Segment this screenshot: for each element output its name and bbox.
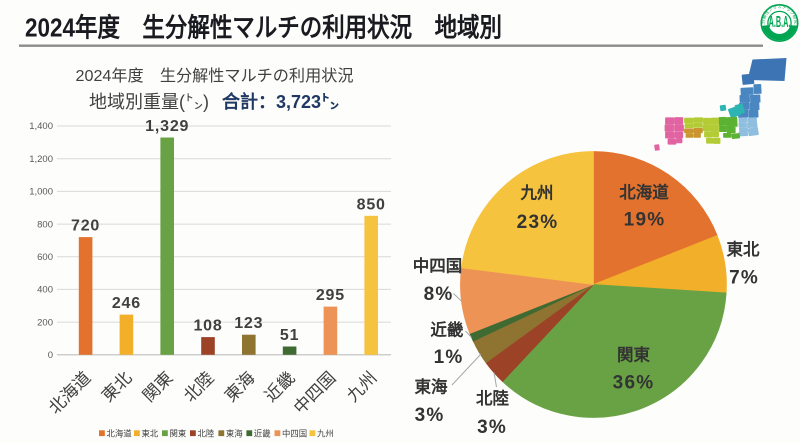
svg-text:108: 108 — [193, 318, 222, 335]
svg-text:800: 800 — [37, 219, 53, 230]
svg-text:850: 850 — [357, 196, 386, 213]
svg-text:関東: 関東 — [139, 368, 176, 405]
svg-text:東北: 東北 — [727, 239, 761, 259]
svg-text:九州: 九州 — [343, 368, 380, 405]
svg-text:近畿: 近畿 — [254, 429, 271, 439]
svg-text:295: 295 — [316, 287, 345, 304]
svg-text:400: 400 — [37, 285, 53, 296]
svg-text:1%: 1% — [434, 347, 464, 368]
svg-text:720: 720 — [71, 218, 100, 235]
svg-text:0: 0 — [48, 350, 53, 361]
svg-text:600: 600 — [37, 252, 53, 263]
svg-text:北海道: 北海道 — [107, 429, 133, 439]
svg-text:関東: 関東 — [617, 345, 651, 365]
svg-text:中四国: 中四国 — [290, 368, 339, 417]
svg-text:東北: 東北 — [98, 368, 135, 405]
svg-text:2024年度 生分解性マルチの利用状況: 2024年度 生分解性マルチの利用状況 — [76, 67, 354, 85]
svg-text:1,329: 1,329 — [145, 118, 189, 135]
svg-text:中四国: 中四国 — [413, 256, 463, 276]
svg-text:九州: 九州 — [520, 184, 554, 203]
svg-text:A.B.A.: A.B.A. — [769, 13, 791, 31]
svg-text:東海: 東海 — [221, 368, 258, 405]
svg-text:2024年度 生分解性マルチの利用状況 地域別: 2024年度 生分解性マルチの利用状況 地域別 — [25, 13, 502, 43]
svg-text:北海道: 北海道 — [45, 368, 94, 417]
svg-text:合計：3,723㌧: 合計：3,723㌧ — [222, 91, 339, 112]
svg-text:東海: 東海 — [226, 429, 243, 439]
svg-text:19%: 19% — [624, 210, 666, 231]
svg-text:東北: 東北 — [142, 429, 159, 439]
svg-text:123: 123 — [234, 315, 263, 332]
svg-text:3%: 3% — [477, 417, 507, 438]
svg-text:1,200: 1,200 — [29, 154, 53, 165]
svg-text:200: 200 — [37, 317, 53, 328]
svg-text:北陸: 北陸 — [180, 368, 217, 405]
svg-text:23%: 23% — [517, 212, 559, 233]
svg-text:51: 51 — [280, 327, 299, 344]
svg-text:1,400: 1,400 — [29, 121, 53, 132]
svg-text:北海道: 北海道 — [619, 182, 669, 202]
svg-text:1,000: 1,000 — [29, 187, 53, 198]
svg-text:関東: 関東 — [170, 429, 187, 439]
svg-text:九州: 九州 — [317, 429, 334, 439]
svg-text:近畿: 近畿 — [430, 320, 464, 340]
svg-text:中四国: 中四国 — [282, 429, 307, 439]
svg-text:7%: 7% — [729, 267, 759, 288]
svg-text:246: 246 — [112, 295, 141, 312]
svg-text:36%: 36% — [613, 373, 655, 394]
svg-text:北陸: 北陸 — [476, 388, 510, 408]
svg-text:3%: 3% — [415, 405, 445, 426]
svg-text:東海: 東海 — [415, 377, 449, 397]
svg-text:地域別重量(㌧): 地域別重量(㌧) — [89, 92, 209, 112]
svg-text:8%: 8% — [424, 284, 454, 305]
svg-text:北陸: 北陸 — [198, 429, 215, 439]
